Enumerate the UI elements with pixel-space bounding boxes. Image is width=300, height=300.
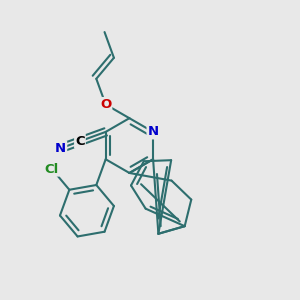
Text: C: C	[75, 135, 85, 148]
Text: Cl: Cl	[45, 163, 59, 176]
Text: N: N	[55, 142, 66, 155]
Text: N: N	[148, 125, 159, 138]
Text: O: O	[100, 98, 111, 111]
